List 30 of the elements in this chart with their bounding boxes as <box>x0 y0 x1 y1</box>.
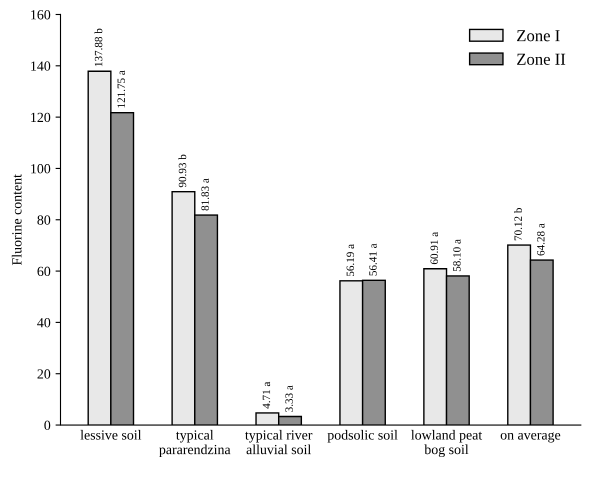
data-label: 58.10 a <box>453 239 461 272</box>
y-axis-title: Fluorine content <box>12 174 22 266</box>
data-label: 90.93 b <box>178 154 186 188</box>
data-label: 64.28 a <box>537 223 545 256</box>
data-label: 81.83 a <box>201 178 209 210</box>
y-tick-label: 80 <box>37 215 50 225</box>
data-label: 121.75 a <box>117 70 126 108</box>
x-tick-label: lowland peat bog soil <box>411 430 482 458</box>
y-tick-label: 0 <box>44 420 50 430</box>
y-tick-label: 120 <box>31 112 50 122</box>
data-label: 70.12 b <box>514 208 522 240</box>
x-tick-label: typical pararendzina <box>159 430 230 458</box>
data-label: 4.71 a <box>262 382 270 409</box>
x-tick-label: typical river alluvial soil <box>245 430 312 454</box>
x-tick-label: on average <box>500 432 560 442</box>
data-label: 137.88 b <box>94 28 102 66</box>
data-label: 56.41 a <box>369 244 377 276</box>
y-tick-label: 160 <box>31 10 50 20</box>
x-tick-label: lessive soil <box>80 430 142 440</box>
y-tick-label: 140 <box>31 61 50 71</box>
legend-label: Zone II <box>517 54 566 65</box>
y-tick-label: 40 <box>37 318 50 328</box>
y-tick-label: 20 <box>38 369 50 379</box>
data-label: 60.91 a <box>430 232 438 264</box>
data-label: 56.19 a <box>346 244 354 276</box>
legend-label: Zone I <box>517 30 560 42</box>
y-tick-label: 100 <box>31 164 50 174</box>
y-tick-label: 60 <box>37 266 50 276</box>
x-tick-label: podsolic soil <box>328 430 398 442</box>
data-label: 3.33 a <box>285 385 293 412</box>
